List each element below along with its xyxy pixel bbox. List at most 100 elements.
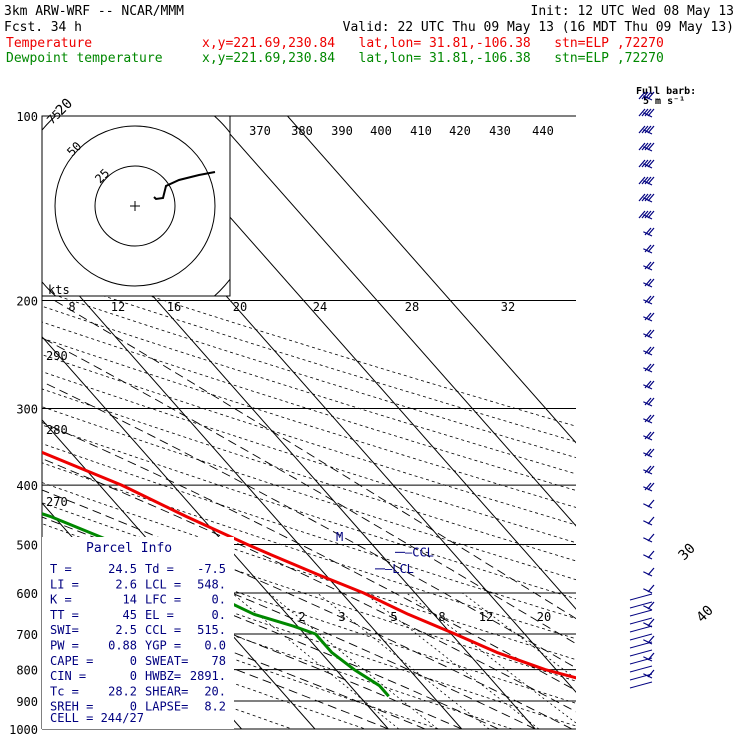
legend-dewpoint-info: x,y=221.69,230.84 lat,lon= 31.81,-106.38…: [202, 51, 664, 66]
barb-feather-12-1: [644, 295, 652, 304]
barb-feather-8-1: [644, 227, 652, 236]
barb-staff-17: [643, 384, 653, 390]
barb-staff-14: [643, 333, 653, 339]
barb-feather-16-0: [647, 363, 655, 372]
barb-staff-27: [643, 554, 653, 560]
barb-staff-11: [643, 282, 653, 288]
barb-feather-19-1: [644, 414, 652, 423]
pressure-label-700: 700: [16, 628, 38, 642]
dry-adiabat-430: [42, 290, 576, 459]
barb-staff-23: [643, 486, 653, 492]
parcel-row-8-key2: SHEAR=: [145, 684, 188, 698]
parcel-row-5-key: PW =: [50, 639, 79, 653]
parcel-row-8-value2: 20.: [204, 684, 226, 698]
barb-feather-3-1: [644, 142, 652, 151]
barb-feather-6-2: [641, 193, 649, 202]
isotherm-label-40: 40: [694, 603, 717, 626]
barb-feather-15-0: [647, 346, 655, 355]
barb-feather-5-0: [647, 176, 655, 185]
barb-dense-600: [629, 593, 653, 601]
speed-scale-32: 32: [501, 300, 515, 314]
barb-feather-18-1: [644, 397, 652, 406]
parcel-row-2-key2: LFC =: [145, 593, 181, 607]
parcel-row-4-value2: 515.: [197, 623, 226, 637]
barb-feather-11-0: [647, 278, 655, 287]
mixing-ratio-label-8: 8: [438, 610, 445, 624]
parcel-row-6-value: 0: [130, 654, 137, 668]
pressure-label-300: 300: [16, 402, 38, 416]
parcel-row-5-value: 0.88: [108, 639, 137, 653]
speed-scale-16: 16: [167, 300, 181, 314]
dry-adiabat-350: [42, 424, 576, 600]
barb-feather-29-0: [647, 584, 655, 593]
parcel-row-7-key: CIN =: [50, 669, 86, 683]
mixing-ratio-label-5: 5: [390, 610, 397, 624]
barb-feather-13-1: [644, 312, 652, 321]
dry-adiabat-440: [42, 275, 576, 443]
parcel-row-0-value: 24.5: [108, 562, 137, 576]
barb-feather-16-1: [644, 363, 652, 372]
dry-adiabat-280: [42, 566, 514, 729]
barb-feather-27-0: [647, 550, 655, 559]
barb-feather-31-0: [647, 618, 655, 627]
parcel-row-1-key: LI =: [50, 577, 79, 591]
legend-temperature-info: x,y=221.69,230.84 lat,lon= 31.81,-106.38…: [202, 36, 664, 51]
parcel-row-9-key: SREH =: [50, 700, 93, 714]
hodograph-speed-scale: 8 12 16 20 24 28 32: [68, 300, 515, 314]
barb-feather-8-0: [647, 227, 655, 236]
mixing-ratio-label-2: 2: [298, 610, 305, 624]
barb-staff-9: [643, 248, 653, 254]
barb-staff-19: [643, 418, 653, 424]
barb-feather-1-0: [647, 108, 655, 117]
barb-dense-672: [629, 665, 653, 673]
parcel-row-9-value2: 8.2: [204, 700, 226, 714]
barb-feather-1-3: [638, 108, 646, 117]
forecast-label: Fcst.: [4, 20, 43, 35]
hodograph-ring-middle: [54, 125, 216, 287]
isotherm-50: [287, 116, 576, 444]
barb-feather-11-1: [644, 278, 652, 287]
parcel-row-6-value2: 78: [212, 654, 226, 668]
pressure-label-600: 600: [16, 587, 38, 601]
mixing-ratio-label-3: 3: [338, 610, 345, 624]
dry-adiabat-450: [42, 260, 576, 427]
parcel-row-4-key2: CCL =: [145, 623, 181, 637]
barb-feather-26-0: [647, 533, 655, 542]
barb-feather-2-3: [638, 125, 646, 134]
theta-label-440: 440: [532, 124, 554, 138]
pressure-label-400: 400: [16, 479, 38, 493]
barb-feather-0-2: [641, 91, 649, 100]
barb-dense-608: [629, 601, 653, 609]
barb-feather-0-0: [647, 91, 655, 100]
barb-feather-12-0: [647, 295, 655, 304]
barb-legend-unit: 5 m s⁻¹: [643, 96, 685, 107]
model-title: 3km ARW-WRF -- NCAR/MMM: [4, 4, 184, 19]
parcel-row-1-value2: 548.: [197, 577, 226, 591]
barb-feather-23-1: [644, 482, 652, 491]
parcel-info-cell: CELL = 244/27: [50, 711, 144, 725]
barb-feather-6-0: [647, 193, 655, 202]
barb-staff-25: [643, 520, 653, 526]
barb-staff-21: [643, 452, 653, 458]
moist-adiabat-10: [42, 516, 536, 729]
barb-feather-24-0: [647, 499, 655, 508]
barb-staff-24: [643, 503, 653, 509]
barb-feather-30-0: [647, 601, 655, 610]
level-label-LCL: —LCL: [385, 562, 414, 576]
marker-m: M: [336, 530, 343, 544]
barb-dense-616: [629, 609, 653, 617]
barb-feather-9-0: [647, 244, 655, 253]
mixing-ratio-line-8: [363, 592, 540, 729]
barb-staff-15: [643, 350, 653, 356]
barb-dense-632: [629, 625, 653, 633]
parcel-row-5-value2: 0.0: [204, 639, 226, 653]
theta-label-420: 420: [449, 124, 471, 138]
parcel-row-8-value: 28.2: [108, 684, 137, 698]
barb-dense-688: [629, 681, 653, 689]
barb-feather-0-3: [638, 91, 646, 100]
barb-feather-6-3: [638, 193, 646, 202]
theta-label-430: 430: [489, 124, 511, 138]
dewpoint-line: [42, 512, 390, 698]
dry-adiabat-410: [42, 321, 576, 491]
